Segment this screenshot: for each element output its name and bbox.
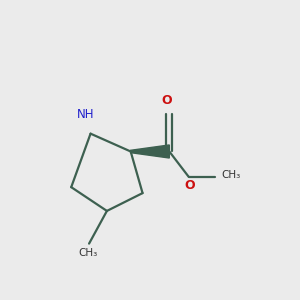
Text: CH₃: CH₃ xyxy=(221,170,241,180)
Text: O: O xyxy=(185,179,195,192)
Text: CH₃: CH₃ xyxy=(78,248,97,257)
Text: O: O xyxy=(161,94,172,107)
Text: NH: NH xyxy=(76,108,94,121)
Polygon shape xyxy=(131,145,169,158)
